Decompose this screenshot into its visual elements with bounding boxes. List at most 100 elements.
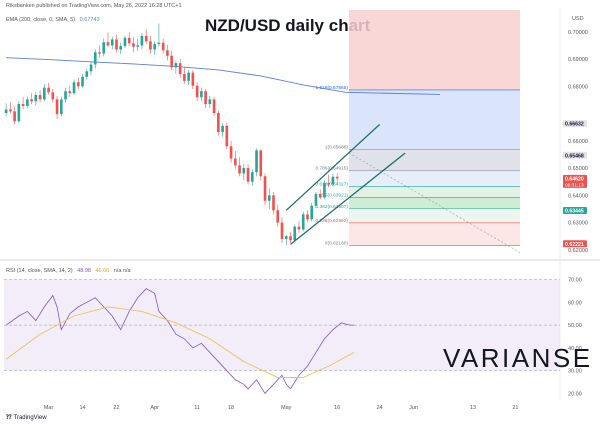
candle-body <box>297 226 301 230</box>
candle[interactable] <box>233 151 237 170</box>
candle[interactable] <box>26 96 29 109</box>
candle[interactable] <box>38 90 42 103</box>
candle[interactable] <box>323 180 326 200</box>
candle[interactable] <box>81 74 84 88</box>
candle[interactable] <box>136 38 140 51</box>
candle-body <box>174 63 178 68</box>
candle[interactable] <box>217 110 220 136</box>
candle[interactable] <box>85 68 89 80</box>
candle[interactable] <box>4 103 8 117</box>
candle[interactable] <box>72 79 76 96</box>
candle[interactable] <box>310 202 314 222</box>
candle[interactable] <box>13 106 16 124</box>
candle[interactable] <box>140 33 144 50</box>
candle[interactable] <box>238 157 241 177</box>
channel-upper-line[interactable] <box>285 123 381 211</box>
candle[interactable] <box>106 32 110 47</box>
candle[interactable] <box>318 189 322 200</box>
candle-body <box>255 150 258 173</box>
candle[interactable] <box>314 192 318 209</box>
candle[interactable] <box>284 234 288 246</box>
price-badge-sublabel: 09:31:13 <box>565 182 584 188</box>
candle[interactable] <box>30 93 33 105</box>
currency-label: USD <box>572 16 584 22</box>
candle[interactable] <box>306 210 309 223</box>
candle[interactable] <box>123 35 127 49</box>
candle[interactable] <box>263 173 267 205</box>
candle[interactable] <box>250 169 254 186</box>
candle[interactable] <box>110 36 114 50</box>
candle[interactable] <box>170 50 173 70</box>
candle[interactable] <box>293 224 297 242</box>
candle[interactable] <box>21 97 25 110</box>
candle[interactable] <box>200 87 203 102</box>
candle[interactable] <box>195 82 199 102</box>
candle[interactable] <box>259 149 263 181</box>
candle[interactable] <box>225 123 229 149</box>
candle[interactable] <box>191 69 195 90</box>
candle[interactable] <box>289 232 292 244</box>
candle[interactable] <box>301 211 305 232</box>
candle[interactable] <box>221 123 224 137</box>
candle[interactable] <box>153 41 156 55</box>
candle[interactable] <box>208 95 212 109</box>
price-badge-label: 0.66632 <box>565 122 584 128</box>
candle-body <box>272 195 275 211</box>
candle[interactable] <box>9 102 12 114</box>
tradingview-logo[interactable]: ⁇ TradingView <box>6 414 47 422</box>
candle[interactable] <box>183 67 186 84</box>
candle[interactable] <box>59 96 63 117</box>
candle[interactable] <box>55 95 59 120</box>
candle[interactable] <box>161 38 165 54</box>
candle[interactable] <box>297 221 301 233</box>
candle[interactable] <box>93 49 97 69</box>
candle-body <box>229 146 233 159</box>
candle[interactable] <box>119 42 123 54</box>
candle[interactable] <box>102 38 106 57</box>
candle[interactable] <box>229 140 233 163</box>
candle[interactable] <box>178 59 182 79</box>
candle[interactable] <box>132 37 135 53</box>
candle[interactable] <box>327 174 331 188</box>
candle[interactable] <box>64 87 67 103</box>
candle[interactable] <box>272 192 275 215</box>
candle[interactable] <box>157 23 161 47</box>
candle[interactable] <box>115 34 118 53</box>
candle[interactable] <box>76 77 80 90</box>
candle-body <box>263 176 267 201</box>
candle[interactable] <box>212 96 216 117</box>
candle[interactable] <box>149 35 152 54</box>
price-tick-label: 0.63000 <box>568 221 588 227</box>
candle[interactable] <box>242 163 246 181</box>
candle-body <box>132 43 135 47</box>
candle[interactable] <box>98 45 101 58</box>
channel-lower-line[interactable] <box>290 152 406 245</box>
candle[interactable] <box>255 148 258 177</box>
fib-zone-3 <box>349 186 520 198</box>
candle-body <box>136 45 140 47</box>
candle[interactable] <box>34 92 38 106</box>
candle[interactable] <box>89 61 93 76</box>
candle[interactable] <box>68 85 72 97</box>
candle[interactable] <box>187 69 190 85</box>
candle-body <box>72 82 76 94</box>
candle[interactable] <box>280 217 284 244</box>
rsi-legend: RSI (14, close, SMA, 14, 2) 48.98 46.66 … <box>6 268 131 274</box>
candle[interactable] <box>204 89 207 109</box>
candle[interactable] <box>246 163 250 185</box>
candle[interactable] <box>51 89 55 103</box>
candle[interactable] <box>127 31 131 46</box>
candle-body <box>178 63 182 75</box>
candle[interactable] <box>47 83 50 95</box>
candle[interactable] <box>166 44 169 61</box>
candle[interactable] <box>174 60 178 75</box>
candle-body <box>318 193 322 198</box>
candle[interactable] <box>267 188 271 209</box>
candle[interactable] <box>17 101 21 124</box>
candle[interactable] <box>335 173 339 185</box>
candle[interactable] <box>331 174 335 187</box>
candle[interactable] <box>43 84 46 102</box>
candle[interactable] <box>276 204 280 227</box>
candle[interactable] <box>144 29 148 45</box>
